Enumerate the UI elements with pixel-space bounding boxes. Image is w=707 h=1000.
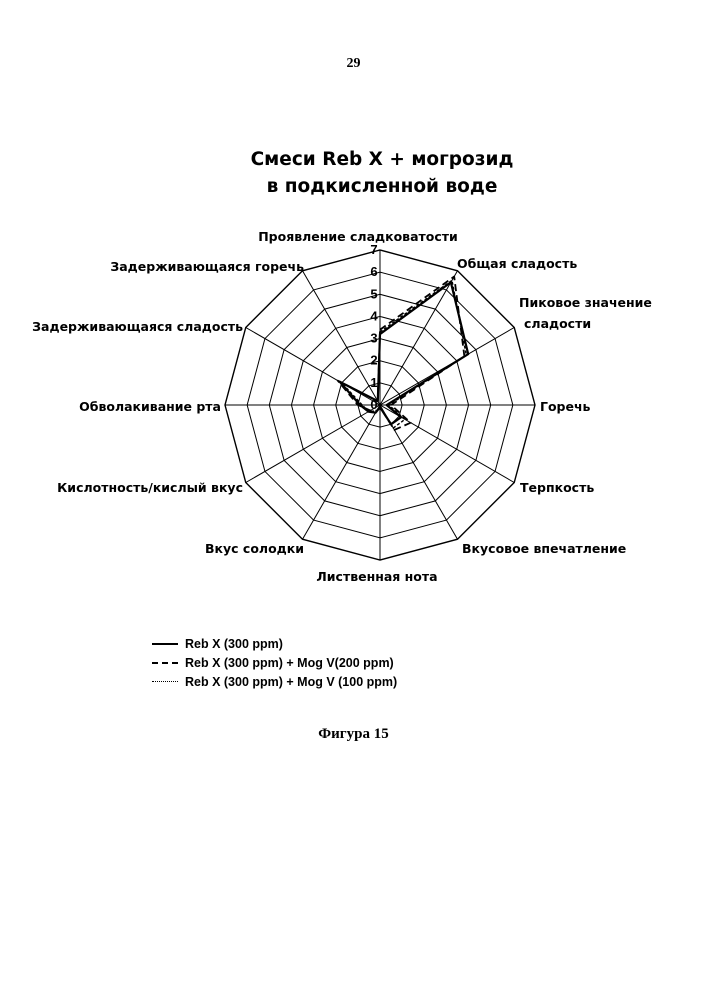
axis-label: Вкус солодки bbox=[205, 541, 304, 556]
tick-label: 5 bbox=[370, 286, 377, 301]
series-line-dotted bbox=[340, 279, 467, 429]
legend-item-dashed: Reb X (300 ppm) + Mog V(200 ppm) bbox=[152, 653, 397, 672]
legend-label: Reb X (300 ppm) + Mog V(200 ppm) bbox=[185, 655, 394, 670]
tick-label: 0 bbox=[370, 397, 377, 412]
page-number: 29 bbox=[346, 56, 361, 71]
legend-swatch-dashed bbox=[152, 661, 178, 664]
radar-axis-labels: Проявление сладковатости Общая сладость Пи… bbox=[32, 229, 652, 584]
grid-spoke bbox=[379, 270, 458, 406]
tick-label: 2 bbox=[370, 353, 377, 368]
axis-label: Задерживающаяся сладость bbox=[32, 319, 243, 334]
axis-label: Задерживающаяся горечь bbox=[110, 259, 304, 274]
legend: Reb X (300 ppm) Reb X (300 ppm) + Mog V(… bbox=[152, 634, 397, 691]
axis-label: Кислотность/кислый вкус bbox=[57, 480, 243, 495]
tick-label: 3 bbox=[370, 331, 377, 346]
axis-label: Проявление сладковатости bbox=[258, 229, 458, 244]
chart-title-line-1: Смеси Reb X + могрозид bbox=[250, 149, 514, 170]
axis-label: Терпкость bbox=[520, 480, 594, 495]
tick-label: 7 bbox=[370, 242, 377, 257]
chart-title-line-2: в подкисленной воде bbox=[266, 176, 498, 197]
chart-title: Смеси Reb X + могрозид в подкисленной во… bbox=[0, 146, 707, 200]
legend-item-solid: Reb X (300 ppm) bbox=[152, 634, 397, 653]
radar-series bbox=[336, 275, 470, 431]
axis-label: сладости bbox=[524, 316, 591, 331]
legend-item-dotted: Reb X (300 ppm) + Mog V (100 ppm) bbox=[152, 672, 397, 691]
grid-spoke bbox=[245, 404, 381, 483]
axis-label: Общая сладость bbox=[457, 256, 577, 271]
axis-label: Горечь bbox=[540, 399, 591, 414]
figure-caption: Фигура 15 bbox=[318, 726, 389, 742]
grid-spoke bbox=[302, 404, 381, 540]
tick-label: 4 bbox=[370, 308, 378, 323]
legend-swatch-solid bbox=[152, 642, 178, 645]
grid-spoke bbox=[302, 270, 381, 406]
legend-label: Reb X (300 ppm) bbox=[185, 636, 283, 651]
radar-spokes bbox=[225, 250, 535, 560]
axis-label: Лиственная нота bbox=[316, 569, 437, 584]
axis-label: Вкусовое впечатление bbox=[462, 541, 626, 556]
legend-label: Reb X (300 ppm) + Mog V (100 ppm) bbox=[185, 674, 398, 689]
legend-swatch-dotted bbox=[152, 681, 178, 682]
tick-label: 6 bbox=[370, 264, 377, 279]
radar-tick-labels: 0 1 2 3 4 5 6 7 bbox=[370, 242, 378, 412]
axis-label: Обволакивание рта bbox=[79, 399, 221, 414]
axis-label: Пиковое значение bbox=[519, 295, 652, 310]
grid-spoke bbox=[379, 404, 458, 540]
tick-label: 1 bbox=[370, 375, 377, 390]
